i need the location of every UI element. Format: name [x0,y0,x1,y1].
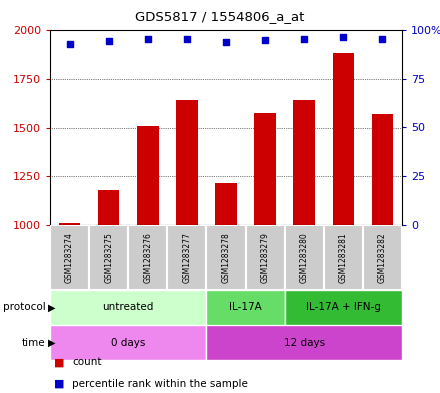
Text: GSM1283279: GSM1283279 [260,232,270,283]
Text: ■: ■ [55,358,65,367]
Bar [333,53,354,225]
Text: GSM1283277: GSM1283277 [183,232,191,283]
Bar [246,225,285,290]
Point [66,40,73,47]
Text: ▶: ▶ [48,303,55,312]
Bar [285,225,324,290]
Text: protocol: protocol [3,303,46,312]
Text: count: count [72,358,102,367]
Text: percentile rank within the sample: percentile rank within the sample [72,379,248,389]
Bar [128,225,167,290]
Text: GSM1283278: GSM1283278 [221,232,231,283]
Text: GSM1283280: GSM1283280 [300,232,309,283]
Point [144,36,151,42]
Bar [324,225,363,290]
Text: GSM1283276: GSM1283276 [143,232,152,283]
Bar [50,325,206,360]
Text: 12 days: 12 days [284,338,325,347]
Point [262,37,269,43]
Bar [176,100,198,225]
Point [105,38,112,44]
Bar [363,225,402,290]
Bar [254,113,276,225]
Text: GSM1283281: GSM1283281 [339,232,348,283]
Text: 0 days: 0 days [111,338,145,347]
Bar [372,114,393,225]
Text: GDS5817 / 1554806_a_at: GDS5817 / 1554806_a_at [136,10,304,23]
Text: time: time [22,338,46,347]
Text: GSM1283274: GSM1283274 [65,232,74,283]
Bar [215,183,237,225]
Point [340,34,347,40]
Bar [206,325,402,360]
Point [379,36,386,42]
Bar [206,290,285,325]
Bar [50,290,206,325]
Bar [89,225,128,290]
Bar [293,100,315,225]
Bar [206,225,246,290]
Text: ▶: ▶ [48,338,55,347]
Text: untreated: untreated [103,303,154,312]
Text: GSM1283275: GSM1283275 [104,232,113,283]
Bar [285,290,402,325]
Bar [167,225,206,290]
Point [183,36,191,42]
Text: ■: ■ [55,379,65,389]
Bar [50,225,89,290]
Bar [137,125,158,225]
Text: GSM1283282: GSM1283282 [378,232,387,283]
Bar [59,223,81,225]
Text: IL-17A: IL-17A [229,303,262,312]
Bar [98,190,119,225]
Point [301,36,308,42]
Point [223,39,230,45]
Text: IL-17A + IFN-g: IL-17A + IFN-g [306,303,381,312]
